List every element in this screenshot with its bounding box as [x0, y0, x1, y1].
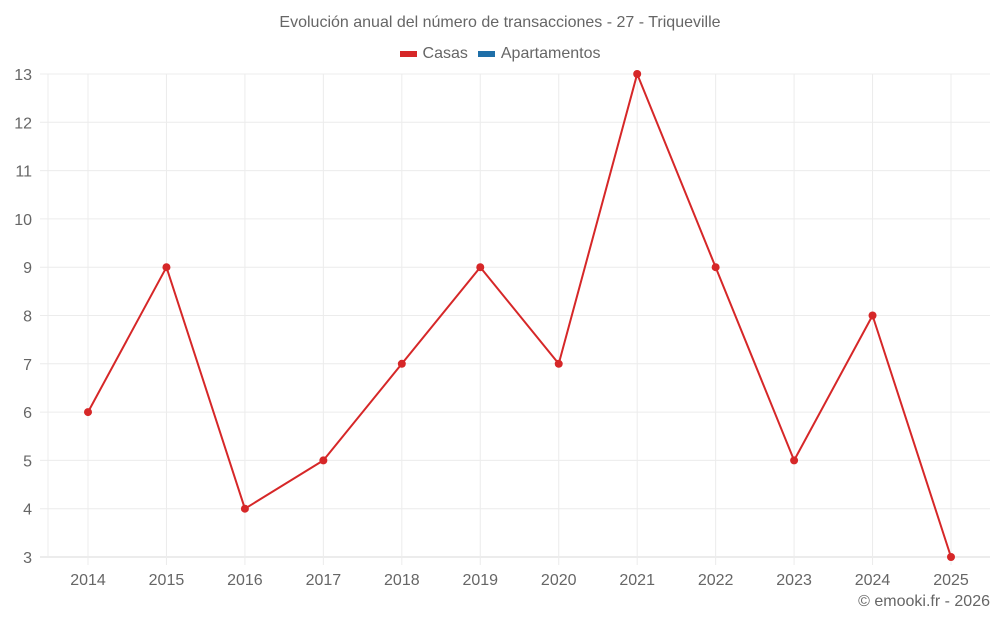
y-tick-label: 6 — [23, 405, 32, 422]
x-tick-label: 2024 — [855, 572, 891, 589]
legend-label-apartamentos: Apartamentos — [500, 45, 601, 62]
legend-swatch-apartamentos-icon — [477, 51, 495, 57]
x-tick-label: 2017 — [306, 572, 342, 589]
data-point[interactable] — [947, 553, 955, 561]
gridlines — [40, 73, 990, 565]
y-tick-label: 9 — [23, 260, 32, 277]
x-tick-label: 2014 — [70, 572, 106, 589]
x-tick-label: 2025 — [933, 572, 969, 589]
legend-label-casas: Casas — [422, 45, 468, 62]
x-tick-label: 2020 — [541, 572, 577, 589]
data-point[interactable] — [162, 263, 171, 272]
x-tick-label: 2022 — [698, 572, 734, 589]
data-point[interactable] — [240, 504, 249, 513]
legend-item-casas[interactable]: Casas — [399, 45, 468, 63]
series-casas — [84, 70, 955, 561]
y-tick-label: 4 — [23, 502, 32, 519]
legend: Casas Apartamentos — [0, 45, 1000, 63]
y-tick-label: 11 — [15, 164, 32, 181]
x-axis: 2014 2015 2016 2017 2018 2019 2020 2021 2022 2023… — [70, 572, 969, 589]
legend-swatch-casas-icon — [399, 51, 417, 57]
x-tick-label: 2015 — [149, 572, 185, 589]
y-tick-label: 5 — [23, 453, 32, 470]
data-point[interactable] — [84, 408, 92, 417]
series-line — [87, 73, 952, 558]
data-point[interactable] — [319, 456, 328, 465]
data-point[interactable] — [397, 359, 406, 368]
x-tick-label: 2021 — [619, 572, 655, 589]
y-tick-label: 8 — [23, 309, 32, 326]
data-point[interactable] — [476, 263, 485, 272]
data-point[interactable] — [790, 456, 799, 465]
y-tick-label: 10 — [14, 212, 32, 229]
x-tick-label: 2019 — [462, 572, 498, 589]
y-axis: 3 4 5 6 7 8 9 10 11 12 13 — [14, 67, 32, 567]
data-point[interactable] — [554, 359, 563, 368]
y-tick-label: 12 — [14, 115, 32, 132]
y-tick-label: 3 — [23, 550, 32, 567]
x-tick-label: 2016 — [227, 572, 263, 589]
copyright-footer: © emooki.fr - 2026 — [858, 593, 990, 610]
legend-item-apartamentos[interactable]: Apartamentos — [477, 45, 601, 63]
chart-title: Evolución anual del número de transaccio… — [279, 14, 721, 31]
y-tick-label: 7 — [23, 357, 32, 374]
y-tick-label: 13 — [14, 67, 32, 84]
x-tick-label: 2023 — [776, 572, 812, 589]
data-point[interactable] — [868, 311, 877, 320]
x-tick-label: 2018 — [384, 572, 420, 589]
data-point[interactable] — [711, 263, 720, 272]
data-point[interactable] — [633, 70, 642, 78]
